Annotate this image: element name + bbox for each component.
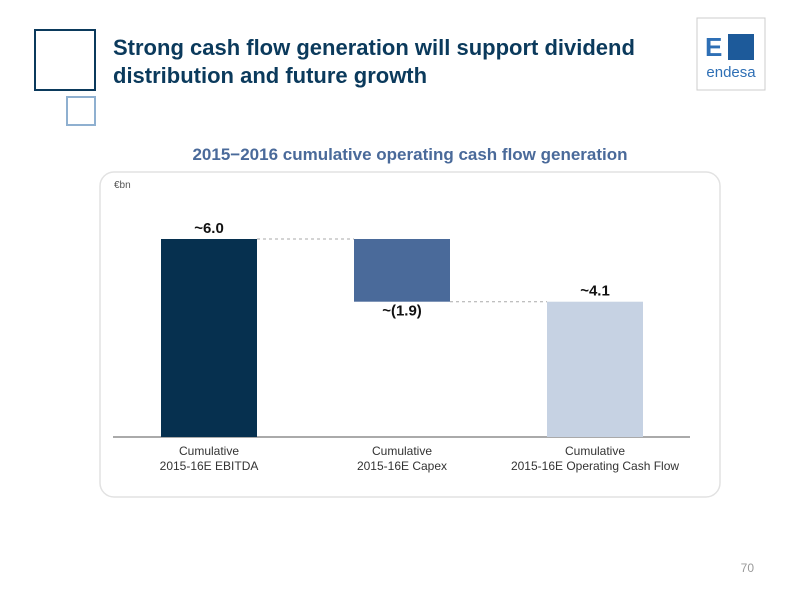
bar: [354, 239, 450, 302]
decor-square: [34, 29, 96, 91]
value-label: ~4.1: [580, 283, 610, 300]
page-number: 70: [740, 561, 754, 575]
bar: [547, 301, 643, 437]
logo-mark: E: [705, 32, 723, 62]
chart-title: 2015−2016 cumulative operating cash flow…: [192, 145, 628, 164]
x-tick-label: Cumulative 2015-16E Operating Cash Flow: [510, 444, 680, 473]
logo-icon: [728, 34, 754, 60]
slide-title: Strong cash flow generation will support…: [113, 35, 635, 88]
x-tick-label: Cumulative 2015-16E Capex: [356, 444, 448, 473]
x-tick-label: Cumulative 2015-16E EBITDA: [159, 444, 259, 473]
decor-square-small: [66, 96, 96, 126]
value-label: ~(1.9): [382, 303, 422, 320]
bar: [161, 239, 257, 437]
unit-label: €bn: [114, 180, 131, 191]
logo-text: endesa: [706, 64, 756, 81]
value-label: ~6.0: [194, 220, 224, 237]
